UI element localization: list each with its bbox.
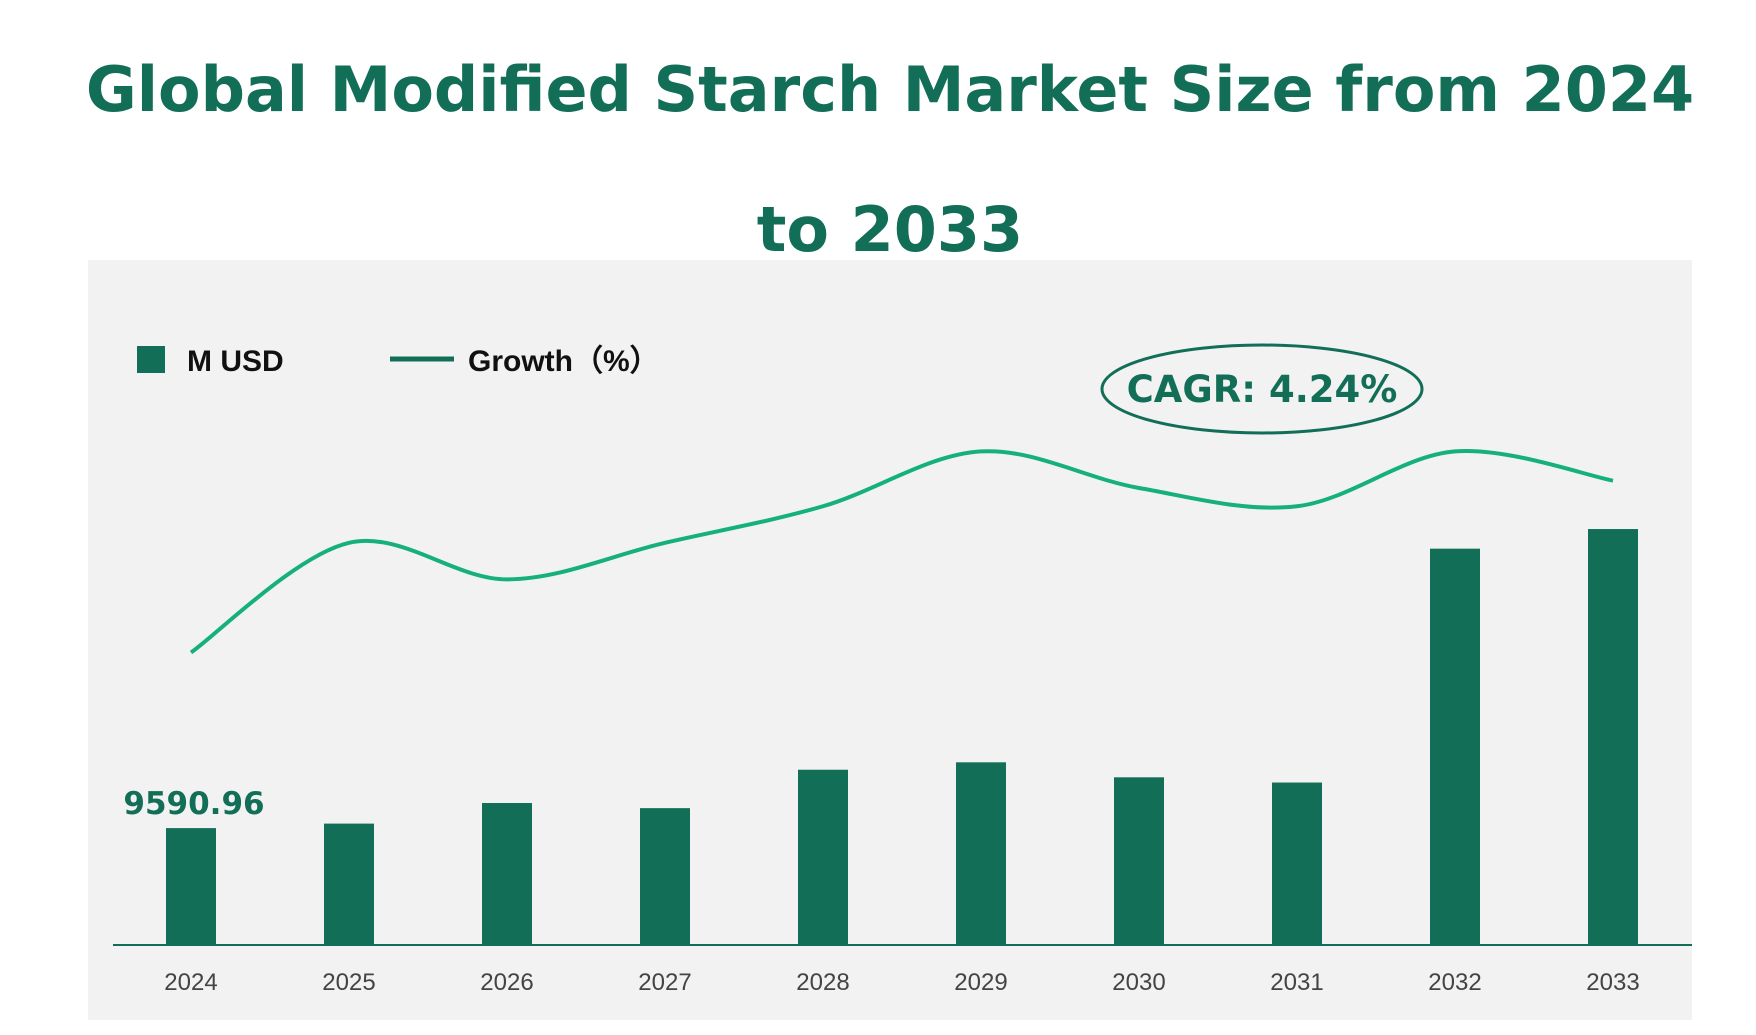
legend-line-label: Growth（%） (468, 344, 660, 378)
bar-2027 (640, 808, 690, 945)
x-tick-2026: 2026 (480, 969, 533, 996)
x-tick-2024: 2024 (164, 969, 217, 996)
x-tick-2028: 2028 (796, 969, 849, 996)
bar-2032 (1430, 548, 1480, 945)
bar-2028 (798, 769, 848, 945)
bar-2024 (166, 828, 216, 945)
x-tick-2030: 2030 (1112, 969, 1165, 996)
x-axis-ticks: 2024 2025 2026 2027 2028 2029 2030 2031 2032 2033 (164, 969, 1639, 996)
bar-2029 (956, 762, 1006, 945)
bar-2033 (1588, 529, 1638, 945)
bar-series (166, 529, 1638, 945)
bar-2031 (1272, 782, 1322, 945)
cagr-label: CAGR: 4.24% (1127, 368, 1398, 411)
x-tick-2032: 2032 (1428, 969, 1481, 996)
data-label-2024: 9590.96 (123, 786, 264, 822)
bar-2026 (482, 803, 532, 945)
bar-2030 (1114, 777, 1164, 945)
growth-line (189, 448, 1614, 655)
x-tick-2033: 2033 (1586, 969, 1639, 996)
chart-title: Global Modified Starch Market Size from … (85, 53, 1695, 266)
bar-2025 (324, 823, 374, 945)
x-tick-2031: 2031 (1270, 969, 1323, 996)
legend-bar-label: M USD (187, 345, 284, 378)
legend-bar-swatch (137, 346, 165, 373)
x-tick-2029: 2029 (954, 969, 1007, 996)
x-tick-2025: 2025 (322, 969, 375, 996)
cagr-ellipse (1100, 343, 1424, 435)
x-tick-2027: 2027 (638, 969, 691, 996)
data-labels: 9590.96 (123, 786, 264, 822)
